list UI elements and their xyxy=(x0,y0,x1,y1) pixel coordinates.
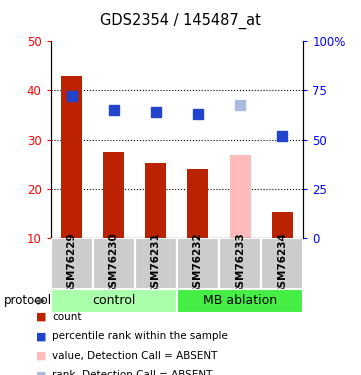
Text: GSM76229: GSM76229 xyxy=(66,232,77,295)
Text: count: count xyxy=(52,312,82,322)
Bar xyxy=(177,238,219,289)
Text: ■: ■ xyxy=(36,332,47,341)
Bar xyxy=(271,212,293,238)
Bar xyxy=(51,238,93,289)
Bar xyxy=(187,169,208,238)
Text: value, Detection Call = ABSENT: value, Detection Call = ABSENT xyxy=(52,351,218,361)
Text: GSM76231: GSM76231 xyxy=(151,232,161,295)
Bar xyxy=(261,238,303,289)
Text: ■: ■ xyxy=(36,370,47,375)
Text: rank, Detection Call = ABSENT: rank, Detection Call = ABSENT xyxy=(52,370,213,375)
Text: GSM76230: GSM76230 xyxy=(109,232,119,295)
Text: GSM76234: GSM76234 xyxy=(277,232,287,295)
Text: GSM76233: GSM76233 xyxy=(235,232,245,295)
Text: ■: ■ xyxy=(36,351,47,361)
Text: GDS2354 / 145487_at: GDS2354 / 145487_at xyxy=(100,13,261,29)
Text: MB ablation: MB ablation xyxy=(203,294,277,307)
Bar xyxy=(51,289,177,313)
Bar xyxy=(230,155,251,238)
Bar xyxy=(93,238,135,289)
Text: GSM76232: GSM76232 xyxy=(193,232,203,295)
Bar xyxy=(135,238,177,289)
Text: protocol: protocol xyxy=(4,294,52,307)
Text: control: control xyxy=(92,294,135,307)
Bar xyxy=(61,76,82,238)
Bar xyxy=(177,289,303,313)
Bar xyxy=(145,163,166,238)
Bar xyxy=(219,238,261,289)
Bar xyxy=(103,152,124,238)
Text: ■: ■ xyxy=(36,312,47,322)
Text: percentile rank within the sample: percentile rank within the sample xyxy=(52,332,228,341)
